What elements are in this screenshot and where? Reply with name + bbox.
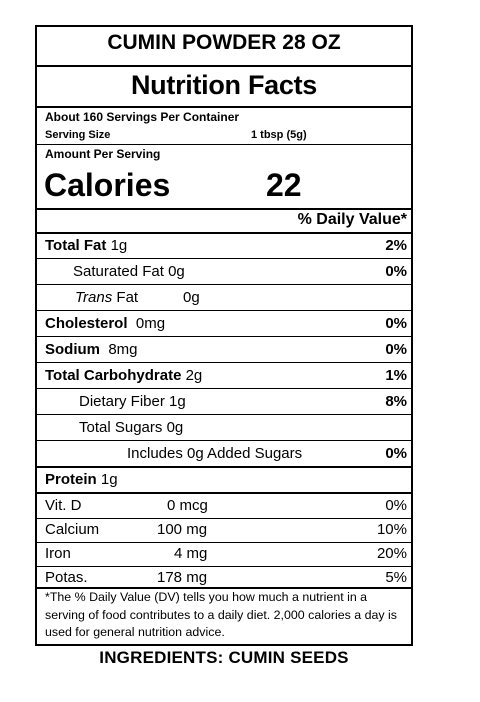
trans-fat-italic: Trans xyxy=(75,289,113,306)
potassium-label: Potas. xyxy=(45,569,88,586)
trans-fat-label: Fat xyxy=(116,289,139,306)
divider xyxy=(37,414,411,415)
added-sugars-label: Includes 0g Added Sugars xyxy=(127,445,303,462)
cholesterol-row: Cholesterol 0mg xyxy=(45,315,165,333)
potassium-amount: 178 mg xyxy=(157,569,208,586)
daily-value-header: % Daily Value* xyxy=(297,211,407,228)
sodium-row: Sodium 8mg xyxy=(45,341,138,359)
divider xyxy=(37,587,411,589)
total-fat-amount: 1g xyxy=(110,237,128,254)
cholesterol-amount: 0mg xyxy=(135,315,166,332)
serving-size-label: Serving Size xyxy=(45,129,111,141)
calcium-amount: 100 mg xyxy=(157,521,208,538)
dietary-fiber-row: Dietary Fiber 1g xyxy=(79,393,186,411)
divider xyxy=(37,144,411,145)
divider xyxy=(37,232,411,234)
divider xyxy=(37,208,411,210)
vit-d-amount: 0 mcg xyxy=(167,497,208,514)
trans-fat-row: Trans Fat xyxy=(75,289,138,307)
divider xyxy=(37,492,411,494)
total-carbohydrate-amount: 2g xyxy=(185,367,203,384)
iron-label: Iron xyxy=(45,545,71,562)
divider xyxy=(37,566,411,567)
saturated-fat-label: Saturated Fat xyxy=(73,263,164,280)
product-title: CUMIN POWDER 28 OZ xyxy=(107,31,341,54)
total-fat-dv: 2% xyxy=(385,237,407,254)
saturated-fat-amount: 0g xyxy=(168,263,185,280)
total-carbohydrate-row: Total Carbohydrate 2g xyxy=(45,367,202,385)
divider xyxy=(37,440,411,441)
dietary-fiber-amount: 1g xyxy=(169,393,186,410)
calcium-label: Calcium xyxy=(45,521,100,538)
total-carbohydrate-label: Total Carbohydrate xyxy=(45,367,182,384)
sodium-label: Sodium xyxy=(45,341,100,358)
divider xyxy=(37,65,411,67)
calcium-dv: 10% xyxy=(376,521,407,538)
total-fat-label: Total Fat xyxy=(45,237,107,254)
iron-amount: 4 mg xyxy=(174,545,208,562)
divider xyxy=(37,310,411,311)
saturated-fat-dv: 0% xyxy=(385,263,407,280)
divider xyxy=(37,106,411,108)
trans-fat-amount: 0g xyxy=(183,289,200,306)
protein-row: Protein 1g xyxy=(45,471,118,489)
calories-label: Calories xyxy=(44,167,171,203)
divider xyxy=(37,466,411,468)
sodium-amount: 8mg xyxy=(108,341,138,358)
saturated-fat-row: Saturated Fat 0g xyxy=(73,263,185,281)
iron-dv: 20% xyxy=(376,545,407,562)
divider xyxy=(37,388,411,389)
cholesterol-dv: 0% xyxy=(385,315,407,332)
potassium-dv: 5% xyxy=(385,569,407,586)
vit-d-dv: 0% xyxy=(385,497,407,514)
nutrition-facts-heading: Nutrition Facts xyxy=(130,70,317,100)
divider xyxy=(37,518,411,519)
amount-per-serving: Amount Per Serving xyxy=(45,147,161,161)
divider xyxy=(37,336,411,337)
total-sugars-amount: 0g xyxy=(166,419,184,436)
dietary-fiber-label: Dietary Fiber xyxy=(79,393,165,410)
protein-amount: 1g xyxy=(100,471,118,488)
divider xyxy=(37,284,411,285)
footnote: *The % Daily Value (DV) tells you how mu… xyxy=(45,590,397,639)
sodium-dv: 0% xyxy=(385,341,407,358)
cholesterol-label: Cholesterol xyxy=(45,315,128,332)
calories-value: 22 xyxy=(266,167,302,203)
added-sugars-dv: 0% xyxy=(385,445,407,462)
divider xyxy=(37,258,411,259)
total-carbohydrate-dv: 1% xyxy=(385,367,407,384)
total-sugars-row: Total Sugars 0g xyxy=(79,419,183,437)
vit-d-label: Vit. D xyxy=(45,497,82,514)
servings-per-container: About 160 Servings Per Container xyxy=(45,110,240,124)
divider xyxy=(37,362,411,363)
divider xyxy=(37,542,411,543)
serving-size-value: 1 tbsp (5g) xyxy=(251,129,307,141)
dietary-fiber-dv: 8% xyxy=(385,393,407,410)
total-sugars-label: Total Sugars xyxy=(79,419,163,436)
protein-label: Protein xyxy=(45,471,97,488)
ingredients: INGREDIENTS: CUMIN SEEDS xyxy=(99,648,349,667)
nutrition-label: CUMIN POWDER 28 OZ Nutrition Facts About… xyxy=(35,25,413,646)
total-fat-row: Total Fat 1g xyxy=(45,237,127,255)
